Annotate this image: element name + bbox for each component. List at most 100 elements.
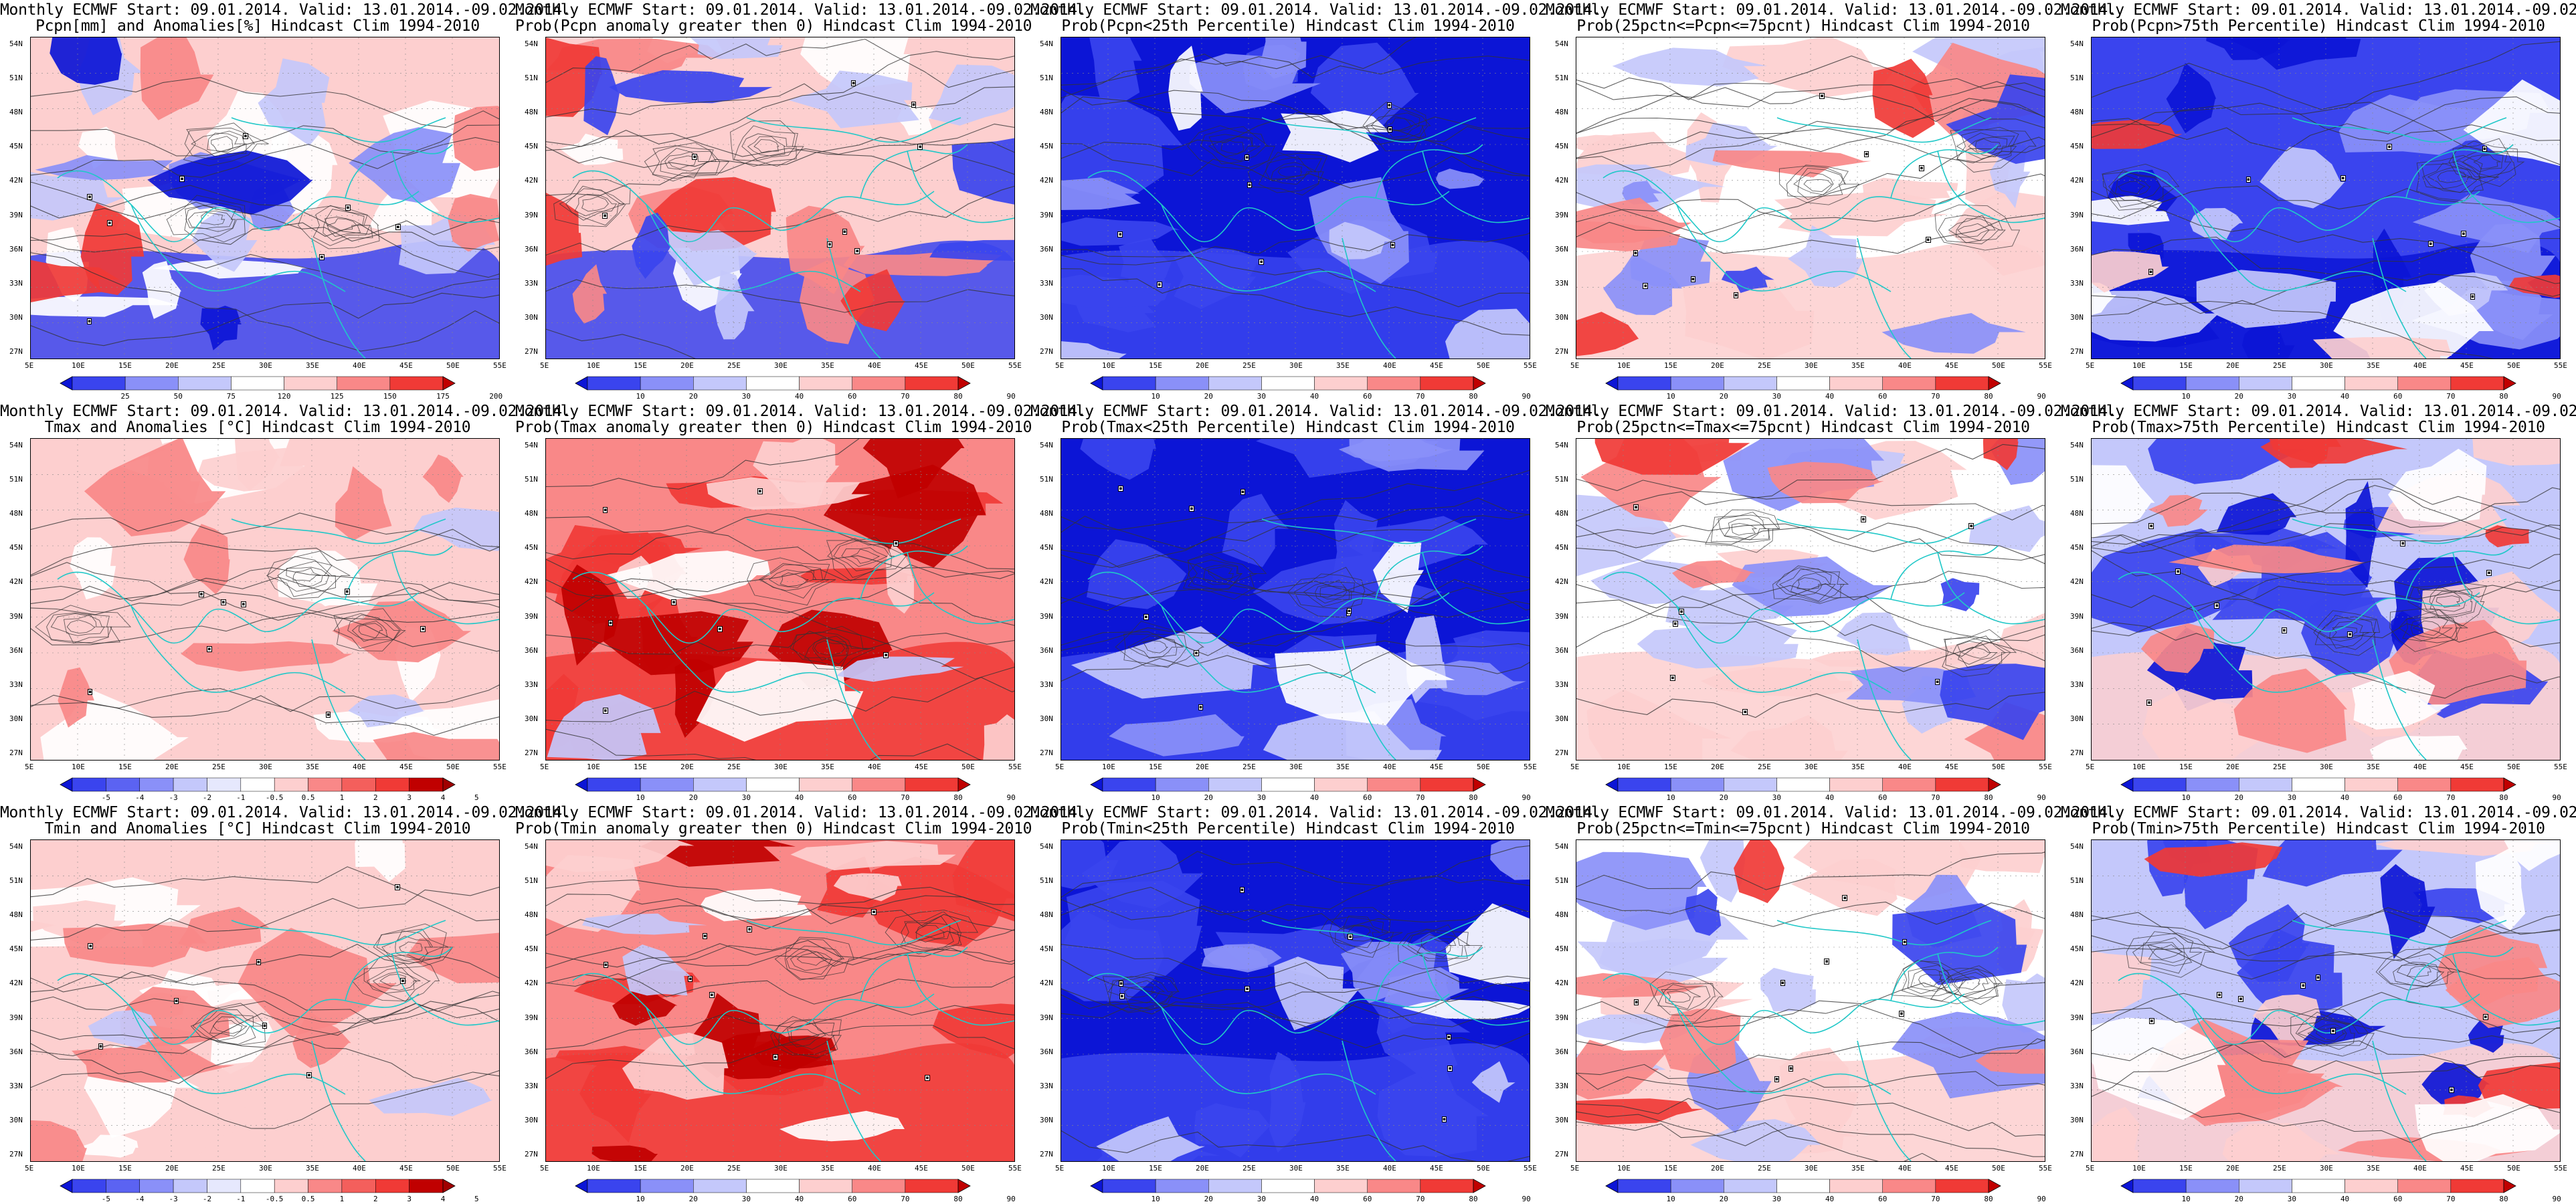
colorbar-segment [1935, 777, 1989, 792]
colorbar-segment [1314, 376, 1368, 391]
station-marker: ■ [602, 707, 608, 714]
colorbar-segment [905, 376, 959, 391]
lon-label: 30E [1805, 361, 1818, 370]
lat-label: 42N [1040, 176, 1053, 185]
lat-label: 33N [525, 680, 538, 689]
lat-label: 33N [1555, 278, 1568, 288]
colorbar-tick-label: 90 [1522, 1195, 1531, 1203]
station-marker: ■ [1934, 678, 1940, 685]
contour-line [1576, 1094, 2045, 1137]
lon-label: 15E [1664, 361, 1677, 370]
colorbar-tick-label: 20 [1719, 1195, 1728, 1203]
field-region [348, 694, 426, 728]
lat-label: 36N [9, 244, 23, 254]
lon-label: 10E [72, 1164, 85, 1173]
contour-line [1208, 566, 1234, 580]
field-region [823, 464, 986, 568]
field-region [70, 537, 116, 600]
map-panel: Monthly ECMWF Start: 09.01.2014. Valid: … [0, 401, 571, 803]
lon-label: 40E [1383, 763, 1396, 771]
contour-line [31, 252, 499, 352]
field-region [1975, 1049, 2045, 1074]
lat-label: 51N [525, 475, 538, 484]
contour-line [31, 567, 499, 608]
coastline [1937, 150, 2045, 223]
contour-line [664, 151, 709, 172]
contour-line [1918, 973, 1944, 987]
colorbar-segment [1724, 1179, 1777, 1193]
station-marker: ■ [306, 1072, 312, 1079]
field-region [1576, 312, 1639, 357]
colorbar-segment [587, 777, 641, 792]
lon-label: 15E [1664, 1164, 1677, 1173]
contour-line [184, 203, 246, 241]
contour-line [2427, 165, 2473, 189]
colorbar-segment [409, 1179, 444, 1193]
colorbar-tick-label: 70 [901, 1195, 910, 1203]
lon-label: 25E [727, 763, 741, 771]
contour-line [166, 195, 246, 243]
lon-label: 55E [1008, 361, 1022, 370]
lat-label: 54N [525, 39, 538, 48]
station-marker: ■ [1733, 292, 1739, 298]
field-region [258, 58, 330, 146]
lat-label: 33N [525, 1081, 538, 1090]
colorbar-segment [139, 1179, 174, 1193]
lat-label: 42N [1040, 979, 1053, 988]
lon-label: 35E [821, 1164, 834, 1173]
field-region [197, 1117, 324, 1161]
colorbar-segment [1617, 376, 1671, 391]
colorbar-tick-label: 70 [901, 392, 910, 401]
contour-line [31, 292, 499, 346]
lat-label: 39N [2070, 210, 2084, 219]
lat-label: 51N [525, 876, 538, 886]
lon-label: 25E [1243, 763, 1256, 771]
lat-label: 48N [525, 910, 538, 920]
field-region [1712, 150, 1871, 178]
colorbar-segment [746, 376, 800, 391]
station-marker: ■ [1346, 608, 1352, 614]
coastline [1342, 237, 1396, 359]
station-marker: ■ [2146, 699, 2152, 706]
colorbar-tick-label: 40 [1309, 793, 1319, 802]
field-region [983, 714, 1014, 760]
colorbar-max-arrow [442, 376, 456, 391]
lon-label: 55E [2554, 763, 2567, 771]
field-region [1061, 94, 1183, 202]
colorbar-tick-label: 10 [636, 392, 645, 401]
contour-line [804, 635, 850, 665]
station-marker: ■ [911, 102, 917, 108]
contour-line [850, 548, 880, 564]
lat-label: 30N [1555, 714, 1568, 723]
colorbar-tick-label: 70 [2446, 392, 2456, 401]
colorbar [1605, 777, 2001, 792]
contour-line [730, 120, 804, 167]
lon-label: 35E [1851, 763, 1865, 771]
field-region [422, 454, 464, 503]
lat-label: 30N [2070, 1115, 2084, 1124]
colorbar-tick-label: 90 [2037, 392, 2046, 401]
station-marker: ■ [400, 977, 405, 984]
colorbar-segment [1724, 777, 1777, 792]
contour-line [546, 929, 1014, 968]
contour-line [2092, 236, 2560, 275]
lon-label: 40E [353, 763, 366, 771]
colorbar-segment [1617, 777, 1671, 792]
contour-line [1956, 126, 2019, 163]
lon-label: 45E [1430, 361, 1443, 370]
station-marker: ■ [2315, 974, 2321, 981]
lat-label: 54N [2070, 842, 2084, 851]
colorbar-tick-label: 30 [741, 793, 751, 802]
lon-label: 25E [2273, 361, 2286, 370]
colorbar-segment [1367, 777, 1421, 792]
contour-line [546, 51, 1014, 151]
field-region [1263, 711, 1442, 760]
lon-label: 55E [493, 361, 507, 370]
field-region [2166, 63, 2217, 134]
lon-label: 35E [306, 1164, 319, 1173]
field-region [1576, 1098, 1704, 1125]
lon-label: 10E [587, 361, 600, 370]
lat-label: 42N [1555, 176, 1568, 185]
colorbar-tick-label: 90 [1522, 392, 1531, 401]
colorbar-tick-label: 30 [2287, 793, 2297, 802]
